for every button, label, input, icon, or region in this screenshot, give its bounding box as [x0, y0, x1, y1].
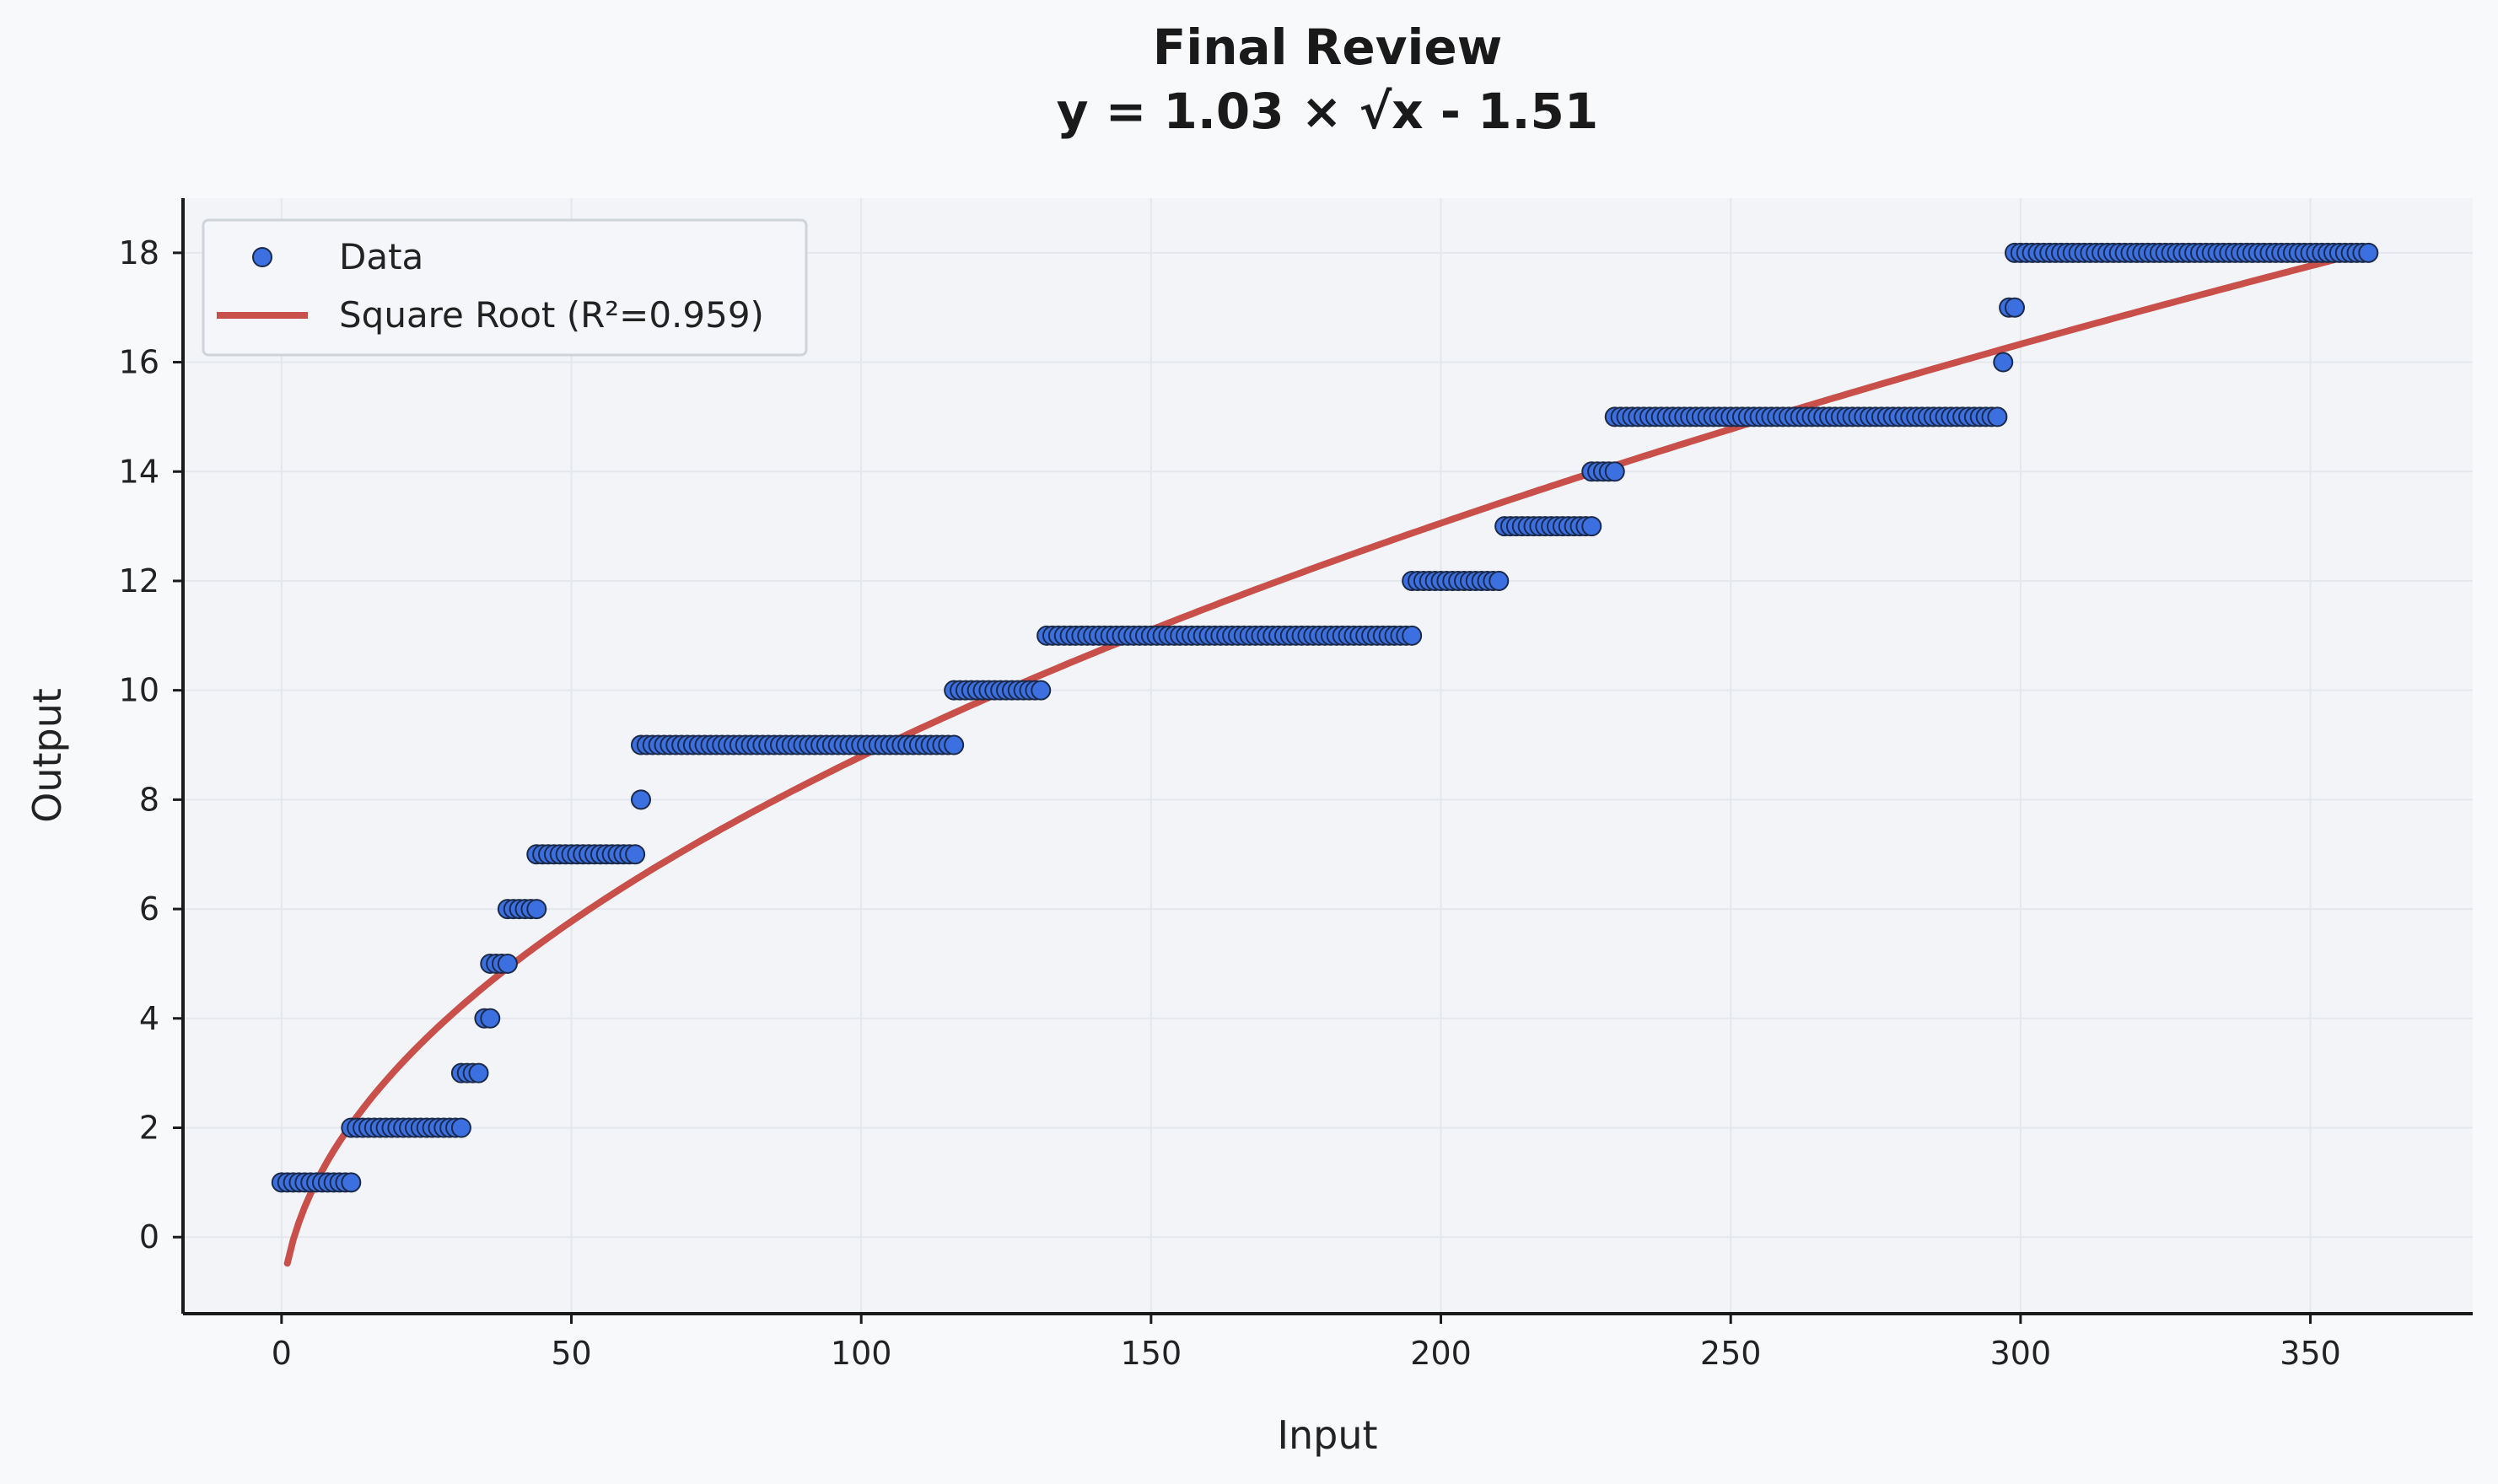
x-tick-label: 0	[272, 1335, 292, 1372]
y-tick-label: 0	[139, 1218, 159, 1255]
data-point	[526, 899, 547, 920]
x-tick-label: 50	[551, 1335, 591, 1372]
legend-box	[202, 218, 808, 357]
data-point	[1031, 680, 1052, 701]
legend: Data Square Root (R²=0.959)	[202, 218, 808, 357]
y-tick-label: 10	[119, 672, 159, 709]
y-tick-label: 14	[119, 453, 159, 490]
data-point	[341, 1172, 362, 1193]
x-tick-label: 100	[831, 1335, 892, 1372]
legend-fit-label: Square Root (R²=0.959)	[339, 294, 764, 336]
y-axis-ticks: 0 2 4 6 8 10 12 14 16 18	[119, 234, 183, 1255]
y-tick-label: 2	[139, 1110, 159, 1147]
y-tick-label: 12	[119, 562, 159, 600]
x-tick-label: 150	[1121, 1335, 1182, 1372]
legend-data-label: Data	[339, 236, 423, 277]
data-point	[1987, 406, 2008, 427]
chart-title: Final Review	[1153, 19, 1503, 76]
data-point	[480, 1008, 501, 1029]
grid	[183, 198, 2473, 1314]
y-axis-label: Output	[24, 688, 70, 823]
plot-area	[183, 198, 2473, 1314]
data-point	[1993, 352, 2014, 373]
data-point	[497, 953, 518, 974]
y-tick-label: 18	[119, 234, 159, 272]
data-point	[944, 734, 965, 755]
data-point	[2358, 242, 2379, 263]
fit-curve	[283, 247, 2372, 1267]
x-tick-label: 300	[1990, 1335, 2052, 1372]
y-tick-label: 8	[139, 781, 159, 818]
y-tick-label: 6	[139, 890, 159, 928]
data-points	[271, 242, 2379, 1193]
fit-line-layer	[283, 247, 2372, 1267]
chart-subtitle: y = 1.03 × √x - 1.51	[1057, 83, 1599, 140]
x-tick-label: 350	[2280, 1335, 2341, 1372]
data-point	[468, 1062, 489, 1083]
legend-data-marker	[252, 247, 272, 267]
data-point	[1581, 516, 1602, 537]
y-tick-label: 4	[139, 1000, 159, 1037]
data-point	[1604, 461, 1625, 482]
data-point	[2005, 297, 2025, 318]
data-point	[1402, 625, 1423, 646]
x-tick-label: 250	[1700, 1335, 1762, 1372]
x-axis-label: Input	[1277, 1412, 1377, 1458]
x-axis-ticks: 0 50 100 150 200 250 300 350	[272, 1314, 2341, 1372]
y-tick-label: 16	[119, 344, 159, 381]
data-point	[450, 1117, 471, 1138]
data-point	[625, 844, 646, 865]
data-point	[1489, 570, 1510, 591]
data-point	[631, 789, 651, 810]
x-tick-label: 200	[1410, 1335, 1472, 1372]
